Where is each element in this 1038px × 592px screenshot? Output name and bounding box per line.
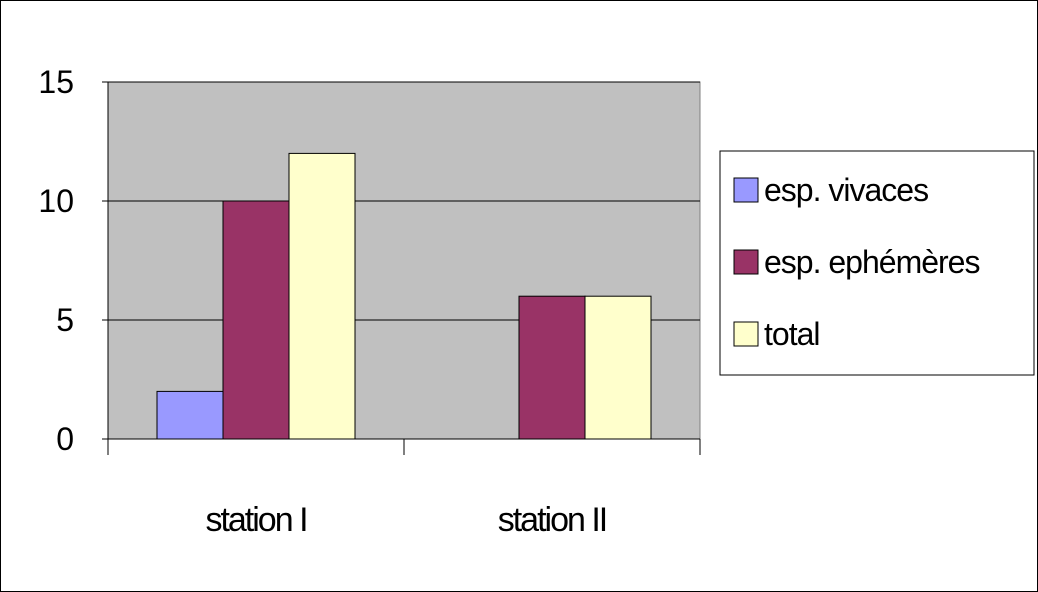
bar (222, 200, 290, 440)
x-category-label: station II (498, 501, 607, 539)
x-category-labels: station I station II (205, 501, 608, 539)
legend-swatch (733, 321, 759, 347)
y-tick-label: 10 (38, 183, 74, 219)
legend-label: total (764, 316, 819, 352)
axes (102, 81, 701, 455)
legend-label: esp. ephémères (764, 244, 979, 280)
bar (584, 295, 652, 440)
y-tick-labels: 0 5 10 15 (38, 64, 74, 457)
bar (156, 390, 224, 440)
y-tick-label: 0 (56, 421, 74, 457)
bar (288, 152, 356, 440)
legend-box (719, 150, 1035, 376)
bar (518, 295, 586, 440)
legend: esp. vivaces esp. ephémères total (719, 150, 1035, 376)
x-category-label: station I (205, 501, 306, 539)
legend-swatch (733, 249, 759, 275)
y-tick-label: 5 (56, 302, 74, 338)
legend-label: esp. vivaces (764, 172, 928, 208)
bars (156, 152, 652, 440)
legend-swatch (733, 177, 759, 203)
y-tick-label: 15 (38, 64, 74, 100)
